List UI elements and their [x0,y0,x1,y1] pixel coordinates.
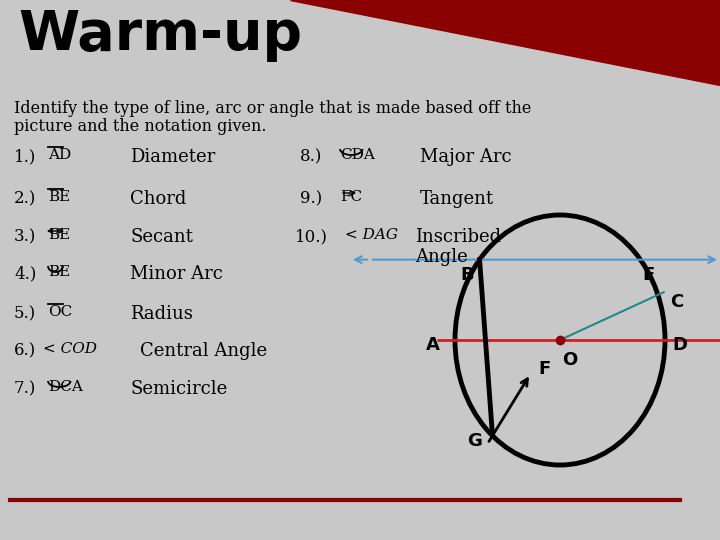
Text: DCA: DCA [48,380,83,394]
Text: < COD: < COD [43,342,97,356]
Text: BE: BE [48,228,71,242]
Text: Minor Arc: Minor Arc [130,265,223,283]
Text: E: E [642,266,654,284]
Text: 7.): 7.) [14,380,37,397]
Text: BE: BE [48,190,71,204]
Text: 8.): 8.) [300,148,323,165]
Text: Semicircle: Semicircle [130,380,228,398]
Text: G: G [467,432,482,450]
Text: Chord: Chord [130,190,186,208]
Text: BE: BE [48,265,71,279]
Text: D: D [672,336,688,354]
Text: Tangent: Tangent [420,190,494,208]
Text: Warm-up: Warm-up [18,8,302,62]
Text: Central Angle: Central Angle [140,342,267,360]
Text: O: O [562,351,577,369]
Text: Diameter: Diameter [130,148,215,166]
Text: Radius: Radius [130,305,193,323]
Text: CDA: CDA [340,148,375,162]
Text: Major Arc: Major Arc [420,148,512,166]
Text: Inscribed: Inscribed [415,228,501,246]
Text: FC: FC [340,190,362,204]
Text: 5.): 5.) [14,305,36,322]
Text: 10.): 10.) [295,228,328,245]
Text: < DAG: < DAG [345,228,398,242]
Text: 9.): 9.) [300,190,323,207]
Text: picture and the notation given.: picture and the notation given. [14,118,266,135]
Text: 3.): 3.) [14,228,37,245]
Text: OC: OC [48,305,72,319]
Text: AD: AD [48,148,71,162]
Text: Secant: Secant [130,228,193,246]
Text: F: F [539,360,551,378]
Text: Angle: Angle [415,248,468,266]
Text: A: A [426,336,440,354]
Text: C: C [670,293,683,311]
Text: 1.): 1.) [14,148,37,165]
Text: 4.): 4.) [14,265,37,282]
Text: Identify the type of line, arc or angle that is made based off the: Identify the type of line, arc or angle … [14,100,531,117]
Text: B: B [461,266,474,284]
Text: 6.): 6.) [14,342,36,359]
Polygon shape [290,0,720,85]
Text: 2.): 2.) [14,190,37,207]
